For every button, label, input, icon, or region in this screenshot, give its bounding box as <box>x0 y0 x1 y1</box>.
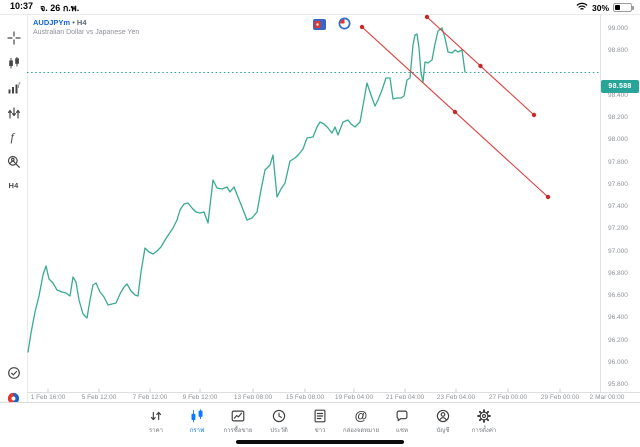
tab-quotes-arrows[interactable]: ราคา <box>136 407 177 435</box>
search-person-icon[interactable] <box>0 153 27 171</box>
time-axis-label: 1 Feb 16:00 <box>30 394 66 401</box>
price-axis: 98.588 99.000 98.800 98.400 98.200 98.000 97.… <box>601 14 640 402</box>
quotes-arrows-icon <box>148 407 164 424</box>
timeframe-text: H4 <box>8 180 19 190</box>
settings-gear-icon <box>476 407 492 424</box>
time-axis-line <box>27 392 640 393</box>
tab-label: บัญชี <box>436 428 450 434</box>
symbol-description: Australian Dollar vs Japanese Yen <box>33 29 140 37</box>
tab-trade[interactable]: การซื้อขาย <box>218 407 259 435</box>
trendline-handle[interactable] <box>478 63 483 69</box>
time-axis-label: 27 Feb 00:00 <box>488 394 528 401</box>
tab-label: ประวัติ <box>270 428 288 434</box>
timeframe-button[interactable]: H4 <box>0 176 27 194</box>
time-axis-label: 21 Feb 04:00 <box>385 394 425 401</box>
time-axis-label: 19 Feb 04:00 <box>334 394 374 401</box>
price-axis-label: 97.000 <box>608 248 628 255</box>
price-chart[interactable] <box>27 14 600 392</box>
tab-settings-gear[interactable]: การตั้งค่า <box>464 407 505 435</box>
trendline-handle[interactable] <box>359 24 365 30</box>
tab-history-clock[interactable]: ประวัติ <box>259 407 300 435</box>
sidebar-divider <box>27 14 28 402</box>
price-axis-label: 97.800 <box>608 159 628 166</box>
timeframe-label: • H4 <box>72 18 87 27</box>
price-axis-label: 98.400 <box>608 92 628 99</box>
mailbox-at-icon: @ <box>354 407 368 423</box>
tab-label: ราคา <box>149 428 163 434</box>
price-axis-label: 98.000 <box>608 136 628 143</box>
home-indicator[interactable] <box>236 439 404 444</box>
price-axis-label: 97.400 <box>608 203 628 210</box>
crosshair-icon[interactable] <box>0 29 27 47</box>
tab-chart-candles[interactable]: กราฟ <box>177 407 218 435</box>
history-clock-icon <box>271 407 287 424</box>
tab-label: การตั้งค่า <box>471 428 497 434</box>
tab-chat-bubble[interactable]: แชท <box>382 407 423 435</box>
chart-toolbar-sidebar: f f H4 <box>0 14 27 404</box>
price-axis-label: 98.200 <box>608 114 628 121</box>
trendline-handle[interactable] <box>531 112 537 118</box>
time-axis-label: 15 Feb 08:00 <box>285 394 325 401</box>
tab-label: ข่าว <box>314 428 326 434</box>
symbol-label[interactable]: AUDJPYm <box>33 18 71 27</box>
price-axis-label: 96.600 <box>608 292 628 299</box>
price-axis-label: 96.000 <box>608 359 628 366</box>
price-axis-label: 96.400 <box>608 314 628 321</box>
alarm-check-icon[interactable] <box>0 364 27 382</box>
battery-percent: 30% <box>591 2 609 13</box>
tab-label: กราฟ <box>189 428 205 434</box>
time-axis: 1 Feb 16:00 5 Feb 12:00 7 Feb 12:00 9 Feb 1… <box>0 394 640 404</box>
price-axis-label: 96.200 <box>608 337 628 344</box>
trendline-handle[interactable] <box>452 109 458 115</box>
chart-object-badges <box>313 17 351 35</box>
chart-type-icon[interactable] <box>0 54 27 72</box>
tab-account[interactable]: บัญชี <box>423 407 464 435</box>
price-line-series <box>27 27 466 353</box>
price-axis-label: 98.800 <box>608 47 628 54</box>
tab-news[interactable]: ข่าว <box>300 407 341 435</box>
time-axis-label: 7 Feb 12:00 <box>132 394 168 401</box>
price-axis-divider <box>600 14 601 392</box>
time-axis-label: 29 Feb 00:00 <box>540 394 580 401</box>
price-axis-label: 99.000 <box>608 25 628 32</box>
trade-icon <box>230 407 246 424</box>
trendline-handle[interactable] <box>545 194 551 200</box>
chat-bubble-icon <box>394 407 410 424</box>
price-axis-label: 95.800 <box>608 381 628 388</box>
indicators-icon[interactable]: f <box>0 79 27 97</box>
svg-text:f: f <box>10 130 15 144</box>
flag-marker-icon[interactable] <box>313 17 326 35</box>
clock-marker-icon[interactable] <box>338 17 351 35</box>
tab-label: แชท <box>396 428 408 434</box>
clock-time: 10:37 <box>10 0 34 11</box>
status-bar: 10:37 จ. 26 ก.พ. 30% <box>0 0 640 14</box>
function-icon[interactable]: f <box>0 128 27 146</box>
tab-label: กล่องจดหมาย <box>342 428 380 434</box>
objects-icon[interactable] <box>0 104 27 122</box>
battery-icon <box>613 3 634 12</box>
time-axis-label: 23 Feb 04:00 <box>436 394 476 401</box>
time-axis-label: 2 Mar 00:00 <box>589 394 625 401</box>
time-axis-label: 13 Feb 08:00 <box>233 394 273 401</box>
svg-text:f: f <box>18 82 21 89</box>
news-icon <box>312 407 328 424</box>
status-date: จ. 26 ก.พ. <box>40 2 80 13</box>
account-icon <box>435 407 451 424</box>
chart-candles-icon <box>189 407 205 424</box>
trendline-handle[interactable] <box>424 14 430 20</box>
current-price-badge: 98.588 <box>601 80 639 93</box>
wifi-icon <box>576 2 588 13</box>
time-axis-label: 5 Feb 12:00 <box>81 394 117 401</box>
tab-label: การซื้อขาย <box>223 428 253 434</box>
chart-header: AUDJPYm • H4 Australian Dollar vs Japane… <box>33 18 139 38</box>
tab-mailbox-at[interactable]: @ กล่องจดหมาย <box>341 407 382 435</box>
time-axis-label: 9 Feb 12:00 <box>182 394 218 401</box>
metaquotes-logo-icon[interactable] <box>0 389 27 407</box>
price-axis-label: 97.600 <box>608 181 628 188</box>
price-axis-label: 97.200 <box>608 225 628 232</box>
top-divider <box>0 14 640 15</box>
price-axis-label: 96.800 <box>608 270 628 277</box>
